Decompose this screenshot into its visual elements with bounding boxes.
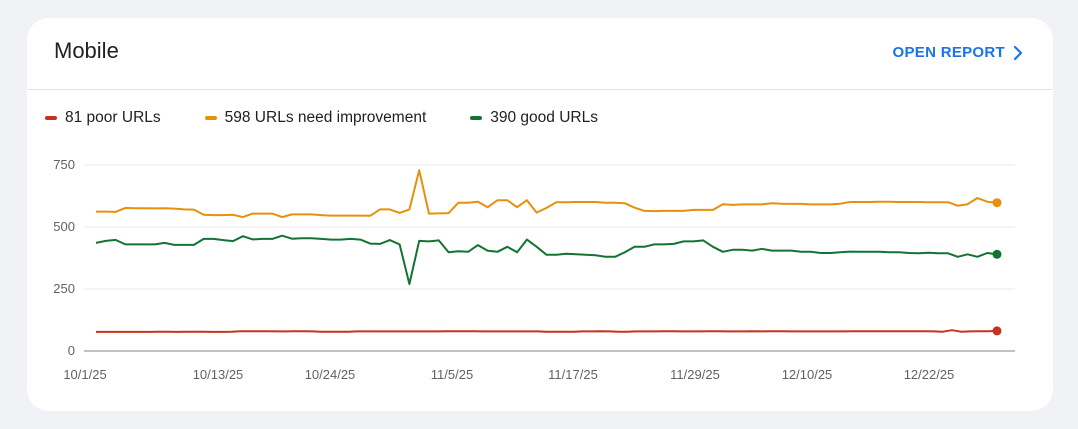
y-tick-label: 750: [53, 157, 75, 172]
chart-legend: 81 poor URLs 598 URLs need improvement 3…: [45, 107, 598, 129]
series-needs-improvement-endpoint[interactable]: [992, 198, 1002, 208]
x-tick-label: 12/10/25: [782, 367, 833, 382]
card-header: Mobile OPEN REPORT: [27, 18, 1053, 90]
series-needs-improvement-line[interactable]: [96, 169, 998, 219]
legend-swatch-needs-improvement: [204, 116, 217, 120]
chevron-right-icon: [1013, 46, 1023, 60]
x-tick-label: 10/24/25: [305, 367, 356, 382]
y-tick-label: 0: [68, 343, 75, 358]
legend-item-needs-improvement[interactable]: 598 URLs need improvement: [204, 109, 427, 127]
open-report-link[interactable]: OPEN REPORT: [893, 43, 1023, 63]
legend-label-good: 390 good URLs: [490, 109, 598, 126]
open-report-label: OPEN REPORT: [892, 44, 1005, 61]
series-good-line[interactable]: [95, 234, 998, 285]
y-tick-label: 250: [53, 281, 75, 296]
series-poor-endpoint[interactable]: [992, 326, 1002, 336]
x-tick-label: 10/1/25: [63, 367, 106, 382]
series-good-endpoint[interactable]: [992, 249, 1002, 259]
series-poor-line[interactable]: [96, 329, 998, 333]
legend-label-needs-improvement: 598 URLs need improvement: [224, 109, 427, 126]
legend-item-good[interactable]: 390 good URLs: [470, 109, 598, 127]
report-card: Mobile OPEN REPORT 81 poor URLs 598 URLs…: [27, 18, 1053, 411]
line-chart: 0 250 500 750 10/1/25 10/13/25 10/24/25 11/5/25…: [53, 157, 1015, 382]
legend-swatch-poor: [45, 116, 57, 120]
card-title: Mobile: [54, 38, 119, 63]
x-tick-label: 10/13/25: [193, 367, 244, 382]
legend-swatch-good: [470, 116, 483, 120]
x-tick-label: 11/17/25: [548, 367, 598, 382]
x-tick-label: 11/29/25: [670, 367, 720, 382]
x-tick-label: 12/22/25: [904, 367, 955, 382]
legend-label-poor: 81 poor URLs: [65, 109, 161, 126]
x-tick-label: 11/5/25: [431, 367, 473, 382]
y-tick-label: 500: [53, 219, 75, 234]
legend-item-poor[interactable]: 81 poor URLs: [45, 109, 161, 127]
